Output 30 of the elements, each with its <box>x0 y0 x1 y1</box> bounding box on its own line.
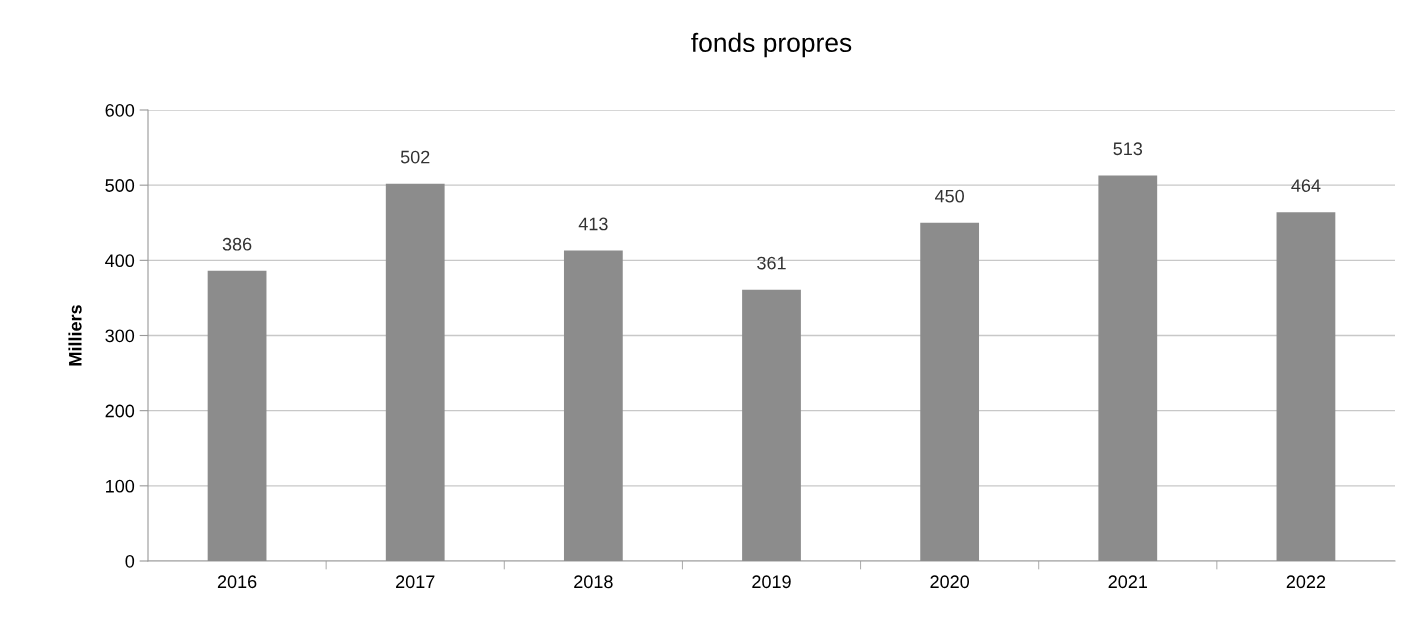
data-label: 361 <box>757 256 786 270</box>
bar <box>1276 212 1336 561</box>
x-tick-label: 2020 <box>930 575 970 589</box>
data-label: 502 <box>400 150 430 164</box>
bar <box>920 222 980 561</box>
x-tick-label: 2021 <box>1108 575 1147 589</box>
chart-title: fonds propres <box>691 32 852 58</box>
x-tick-label: 2018 <box>574 575 613 589</box>
data-label: 413 <box>578 217 608 231</box>
bar <box>207 270 267 561</box>
y-tick-label: 500 <box>105 179 135 192</box>
data-label: 513 <box>1113 142 1143 156</box>
bar <box>1098 175 1158 561</box>
y-tick-label: 200 <box>105 404 135 418</box>
y-tick-label: 300 <box>105 329 135 343</box>
y-tick-label: 0 <box>125 554 135 568</box>
x-tick-label: 2016 <box>217 575 257 589</box>
y-tick-label: 100 <box>106 479 135 493</box>
data-label: 464 <box>1291 179 1321 192</box>
x-tick-label: 2017 <box>396 575 435 589</box>
y-axis-title: Milliers <box>68 305 82 366</box>
y-tick-label: 600 <box>105 103 135 117</box>
bar <box>563 250 623 561</box>
data-label: 450 <box>935 189 964 203</box>
bar <box>742 289 801 561</box>
y-tick-label: 400 <box>105 254 135 268</box>
x-tick-label: 2022 <box>1286 575 1326 589</box>
bar <box>385 183 445 561</box>
data-label: 386 <box>222 237 252 251</box>
x-tick-label: 2019 <box>752 575 791 589</box>
